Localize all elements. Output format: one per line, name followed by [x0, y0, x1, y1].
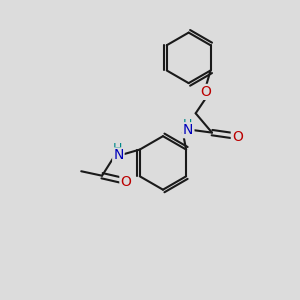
Text: N: N: [113, 148, 124, 163]
Text: H: H: [183, 118, 192, 131]
Text: N: N: [183, 123, 194, 137]
Text: O: O: [120, 175, 131, 189]
Text: H: H: [113, 142, 122, 155]
Text: O: O: [201, 85, 212, 99]
Text: O: O: [232, 130, 243, 144]
